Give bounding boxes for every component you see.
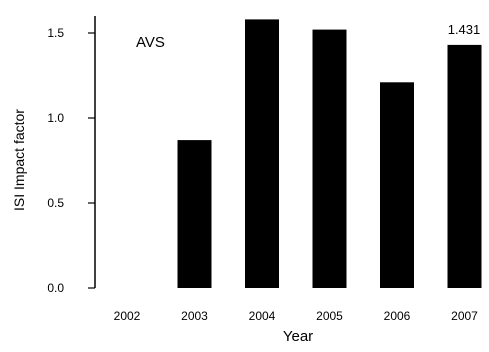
y-ticks: 0.0 0.5 1.0 1.5	[47, 26, 95, 295]
y-tick-label: 1.0	[47, 111, 64, 125]
x-axis-label: Year	[283, 328, 313, 345]
x-tick-label-2005: 2005	[316, 309, 343, 323]
y-axis-label: ISI Impact factor	[11, 109, 27, 211]
x-tick-label-2007: 2007	[451, 309, 478, 323]
annotation-avs: AVS	[136, 34, 165, 51]
y-tick-label: 0.5	[47, 196, 64, 210]
bar-2003	[177, 140, 212, 288]
y-tick-label: 1.5	[47, 26, 64, 40]
bars	[177, 19, 482, 289]
bar-2005	[312, 29, 347, 288]
y-tick-label: 0.0	[47, 281, 64, 295]
bar-2004	[245, 19, 279, 289]
x-tick-label-2004: 2004	[249, 309, 276, 323]
x-tick-label-2006: 2006	[384, 309, 411, 323]
x-tick-label-2003: 2003	[181, 309, 208, 323]
annotation-value-2007: 1.431	[448, 22, 481, 37]
bar-2006	[380, 82, 414, 288]
x-tick-label-2002: 2002	[114, 309, 141, 323]
bar-2007	[447, 44, 482, 289]
x-tick-labels: 2002 2003 2004 2005 2006 2007	[114, 309, 479, 323]
